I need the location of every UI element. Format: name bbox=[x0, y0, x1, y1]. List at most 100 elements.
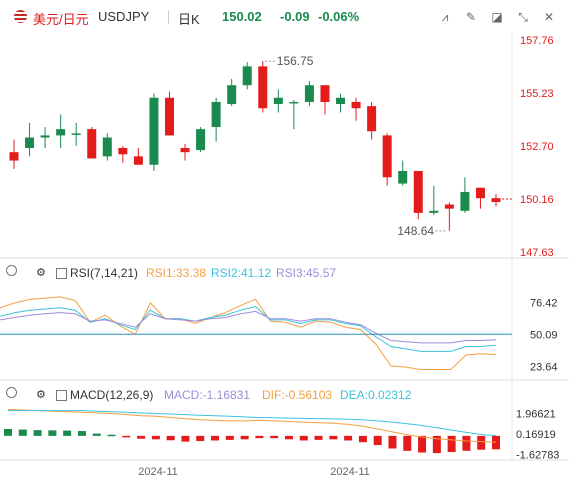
price-change-pct: -0.06% bbox=[318, 9, 360, 24]
rsi3-label: RSI3:45.57 bbox=[276, 266, 337, 280]
dea-label: DEA:0.02312 bbox=[340, 388, 412, 402]
candle-body bbox=[118, 147, 128, 155]
macd-bar bbox=[418, 435, 427, 453]
rsi-line-rsi1 bbox=[0, 296, 497, 370]
timeframe-selector[interactable]: 日K bbox=[178, 12, 200, 27]
candle-body bbox=[149, 97, 159, 165]
candle-body bbox=[87, 129, 97, 159]
macd-bar bbox=[299, 435, 308, 441]
rsi1-label: RSI1:33.38 bbox=[146, 266, 207, 280]
macd-title: MACD(12,26,9) bbox=[70, 388, 154, 402]
high-annotation: 156.75 bbox=[277, 54, 314, 68]
eye-icon[interactable] bbox=[6, 387, 17, 398]
eye-icon[interactable] bbox=[6, 265, 17, 276]
candle-body bbox=[398, 171, 408, 184]
macd-bar bbox=[403, 435, 412, 451]
candle-body bbox=[25, 137, 35, 148]
macd-bar bbox=[240, 435, 249, 440]
low-annotation: 148.64 bbox=[397, 224, 434, 238]
expand-icon[interactable] bbox=[56, 390, 67, 401]
macd-bar bbox=[4, 428, 12, 436]
candle-body bbox=[367, 106, 377, 132]
candle-body bbox=[227, 85, 237, 105]
rsi-header: ⚙ RSI(7,14,21) RSI1:33.38 RSI2:41.12 RSI… bbox=[0, 262, 569, 284]
macd-bar bbox=[196, 435, 205, 442]
candle-body bbox=[475, 187, 485, 199]
macd-bar bbox=[211, 435, 220, 441]
pair-name[interactable]: 美元/日元 bbox=[33, 12, 89, 27]
macd-bar bbox=[373, 435, 382, 446]
macd-bar bbox=[284, 435, 293, 440]
x-axis-label: 2024-11 bbox=[330, 466, 370, 478]
candle-body bbox=[429, 210, 439, 213]
macd-bar bbox=[447, 435, 456, 452]
candle-body bbox=[133, 156, 143, 165]
candle-body bbox=[164, 97, 174, 136]
macd-axis-tick: 1.96621 bbox=[516, 408, 556, 420]
macd-header: ⚙ MACD(12,26,9) MACD:-1.16831 DIF:-0.561… bbox=[0, 384, 569, 406]
price-axis-tick: 150.16 bbox=[520, 194, 554, 206]
macd-bar bbox=[358, 435, 367, 443]
candle-body bbox=[336, 97, 346, 105]
macd-bar bbox=[92, 433, 101, 436]
candle-body bbox=[40, 135, 50, 138]
candle-body bbox=[444, 204, 454, 209]
macd-bar bbox=[477, 435, 486, 450]
candle-body bbox=[273, 97, 283, 105]
rsi-axis-tick: 76.42 bbox=[530, 297, 558, 309]
macd-axis-tick: -1.62783 bbox=[516, 450, 559, 462]
macd-bar bbox=[432, 435, 441, 454]
macd-bar bbox=[314, 435, 323, 440]
close-icon[interactable]: ✕ bbox=[543, 10, 555, 24]
price-axis-tick: 157.76 bbox=[520, 35, 554, 47]
draw-icon[interactable]: ✎ bbox=[465, 10, 477, 24]
candle-body bbox=[102, 137, 112, 157]
candle-body bbox=[491, 198, 501, 202]
macd-bar bbox=[122, 435, 131, 438]
macd-line-dif bbox=[7, 408, 497, 443]
candle-body bbox=[71, 133, 81, 135]
candle-body bbox=[180, 147, 190, 153]
macd-line-dea bbox=[8, 410, 497, 437]
x-axis-label: 2024-11 bbox=[138, 466, 178, 478]
candle-body bbox=[351, 101, 361, 109]
price-axis-tick: 147.63 bbox=[520, 247, 554, 259]
macd-bar bbox=[33, 430, 42, 436]
price-axis-tick: 155.23 bbox=[520, 88, 554, 100]
macd-bar bbox=[77, 431, 86, 436]
rsi2-label: RSI2:41.12 bbox=[211, 266, 272, 280]
macd-bar bbox=[48, 430, 57, 436]
gear-icon[interactable]: ⚙ bbox=[36, 389, 46, 401]
candle-body bbox=[9, 152, 19, 161]
macd-label: MACD:-1.16831 bbox=[164, 388, 251, 402]
candle-body bbox=[242, 66, 252, 86]
candle-body bbox=[211, 101, 221, 128]
eraser-icon[interactable]: ◪ bbox=[491, 10, 503, 24]
gear-icon[interactable]: ⚙ bbox=[36, 267, 46, 279]
rsi-line-rsi3 bbox=[0, 310, 497, 344]
rsi-axis-tick: 50.09 bbox=[530, 329, 558, 341]
candle-body bbox=[304, 85, 314, 102]
collapse-icon[interactable]: ⤡ bbox=[518, 10, 528, 24]
candle-body bbox=[196, 129, 206, 151]
symbol: USDJPY bbox=[98, 9, 150, 24]
toolbar: ⩘ ✎ ◪ ⤡ ✕ bbox=[437, 9, 557, 25]
candle-body bbox=[413, 171, 423, 213]
macd-axis-tick: 0.16919 bbox=[516, 429, 556, 441]
macd-bar bbox=[107, 434, 116, 437]
macd-bar bbox=[18, 429, 27, 436]
macd-bar bbox=[166, 435, 175, 441]
price-change: -0.09 bbox=[280, 9, 310, 24]
chart-type-icon[interactable]: ⩘ bbox=[441, 10, 449, 24]
macd-bar bbox=[225, 435, 234, 440]
current-price: 150.02 bbox=[222, 9, 262, 24]
expand-icon[interactable] bbox=[56, 268, 67, 279]
price-axis-tick: 152.70 bbox=[520, 141, 554, 153]
macd-bar bbox=[181, 435, 190, 442]
macd-bar bbox=[344, 435, 353, 441]
macd-bar bbox=[270, 435, 279, 439]
candle-body bbox=[320, 85, 330, 102]
chart-header: 美元/日元 USDJPY 日K 150.02 -0.09 -0.06% ⩘ ✎ … bbox=[0, 0, 569, 34]
macd-bar bbox=[329, 435, 338, 440]
